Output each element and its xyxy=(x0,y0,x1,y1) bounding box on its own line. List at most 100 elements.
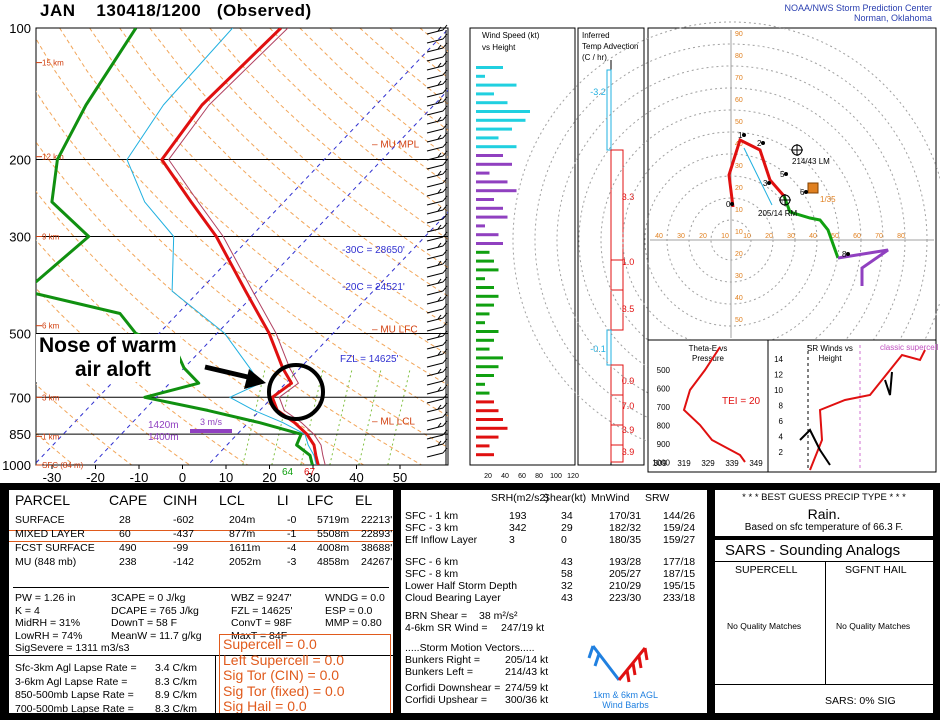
wind-barb-flag xyxy=(437,206,442,212)
wind-barb xyxy=(426,209,444,215)
wind-speed-bar xyxy=(476,268,499,272)
wind-speed-bar xyxy=(476,453,494,457)
surface-dewpoint-label: 64 xyxy=(282,467,294,478)
srwinds-ytick: 12 xyxy=(774,371,783,380)
parcel-cell: -3 xyxy=(287,556,297,568)
parcel-cell: 28 xyxy=(119,514,131,526)
wind-barb-flag xyxy=(437,422,442,428)
km-label: 0 xyxy=(726,200,731,209)
center-credit: NOAA/NWS Storm Prediction Center Norman,… xyxy=(784,3,932,23)
kin-cell: Eff Inflow Layer xyxy=(405,534,478,546)
wind-barb-flag xyxy=(437,188,442,194)
srwinds-line xyxy=(809,349,926,471)
wind-barb xyxy=(426,110,444,116)
center-line1: NOAA/NWS Storm Prediction Center xyxy=(784,3,932,13)
hodo-axis-label: 40 xyxy=(809,233,817,240)
wind-barb-flag xyxy=(437,350,442,356)
hodo-axis-label: 80 xyxy=(897,233,905,240)
kin-cell: 223/30 xyxy=(609,592,642,604)
thermo-param: ConvT = 98F xyxy=(231,617,292,629)
station-id: JAN xyxy=(40,1,76,20)
kin-cell: SFC - 3 km xyxy=(405,522,459,534)
vector-value: 214/43 kt xyxy=(505,666,549,678)
divider xyxy=(215,655,216,713)
temp-tick: 30 xyxy=(306,470,320,483)
wind-barb-flag xyxy=(437,152,442,158)
hodo-trace-mid xyxy=(782,195,840,259)
parcel-cell: 4008m xyxy=(317,542,350,554)
chart-header: JAN 130418/1200 (Observed) xyxy=(40,1,312,20)
hodo-ring-label: 30 xyxy=(735,273,743,280)
kin-header-0: SRH(m2/s2) xyxy=(491,492,549,504)
parcel-header-3: LCL xyxy=(219,492,245,508)
hodo-ring-label: 10 xyxy=(735,229,743,236)
hodo-axis-label: 20 xyxy=(699,233,707,240)
parcel-cell: MIXED LAYER xyxy=(15,528,85,540)
lapse-value: 3.4 C/km xyxy=(155,662,198,674)
km-dot xyxy=(761,141,765,145)
temp-tick: 10 xyxy=(219,470,233,483)
wind-speed-bar xyxy=(476,391,490,395)
precip-value: Rain. xyxy=(807,506,841,522)
dewpoint-profile xyxy=(36,28,314,465)
height-label: 15 km xyxy=(42,59,64,68)
hodo-ring-label: 50 xyxy=(735,119,743,126)
mixing-ratio-line xyxy=(329,367,353,465)
wind-barb-flag xyxy=(437,80,442,86)
level-label: – MU LFC xyxy=(372,325,418,336)
lapse-value: 8.9 C/km xyxy=(155,689,198,701)
hodo-ring-label: 70 xyxy=(735,75,743,82)
kinematic-panel: SRH(m2/s2) Shear(kt) MnWind SRW SFC - 1 km 1… xyxy=(400,489,708,714)
wind-barb xyxy=(426,398,444,404)
sars-col1-header: SUPERCELL xyxy=(735,564,798,576)
srwinds-ytick: 2 xyxy=(779,448,784,457)
wind-speed-tick: 80 xyxy=(535,473,543,480)
km-dot xyxy=(730,202,734,206)
wind-speed-bar xyxy=(476,154,503,157)
hodo-ring-label: 10 xyxy=(735,207,743,214)
divider xyxy=(715,684,933,685)
parcel-header-5: LFC xyxy=(307,492,334,508)
parcel-cell: -437 xyxy=(173,528,195,540)
wind-barb xyxy=(426,38,444,44)
advection-bar xyxy=(610,444,624,463)
brn-shear-label: BRN Shear = xyxy=(405,610,468,622)
kin-cell: 180/35 xyxy=(609,534,642,546)
sounding-datetime: 130418/1200 xyxy=(96,1,202,20)
level-label: – ML LCL xyxy=(372,416,415,427)
kin-header-3: SRW xyxy=(645,492,670,504)
vector-value: 300/36 kt xyxy=(505,694,549,706)
isotherm-label: -20C = 24521' xyxy=(342,282,405,293)
wind-barb-flag xyxy=(437,62,442,68)
wind-barb xyxy=(426,47,444,53)
hodo-ring xyxy=(512,21,940,459)
motion-label: 1/35 xyxy=(820,195,836,204)
srwinds-ytick: 6 xyxy=(779,417,784,426)
advection-bar xyxy=(606,69,612,151)
thermo-param: MMP = 0.80 xyxy=(325,617,382,629)
km-label: 3 xyxy=(763,179,768,188)
hodo-axis-label: 60 xyxy=(853,233,861,240)
thetae-ytick: 1000 xyxy=(652,459,670,468)
pressure-tick: 1000 xyxy=(2,458,31,473)
hodo-inflow xyxy=(743,147,773,206)
km-label: 5 xyxy=(780,170,785,179)
kin-header-1: Shear(kt) xyxy=(543,492,587,504)
hodo-axis-label: 40 xyxy=(655,233,663,240)
wind-speed-bar xyxy=(476,444,490,448)
temperature-profile xyxy=(160,28,320,465)
temp-tick: 20 xyxy=(262,470,276,483)
srwinds-low xyxy=(799,428,831,466)
annotation-line2: air aloft xyxy=(75,358,151,381)
hodo-axis-label: 50 xyxy=(831,233,839,240)
thermo-param: ESP = 0.0 xyxy=(325,604,373,617)
thermo-param: LowRH = 74% xyxy=(15,629,83,642)
wind-speed-bar xyxy=(476,233,499,237)
advection-label: 0.9 xyxy=(622,376,635,386)
dry-adiabat xyxy=(36,383,133,465)
wind-speed-bar xyxy=(476,145,517,149)
parcel-header-2: CINH xyxy=(163,492,198,508)
thermo-param: MeanW = 11.7 g/kg xyxy=(111,629,202,642)
thermo-param: FZL = 14625' xyxy=(231,604,293,617)
severe-index: Left Supercell = 0.0 xyxy=(223,651,345,668)
